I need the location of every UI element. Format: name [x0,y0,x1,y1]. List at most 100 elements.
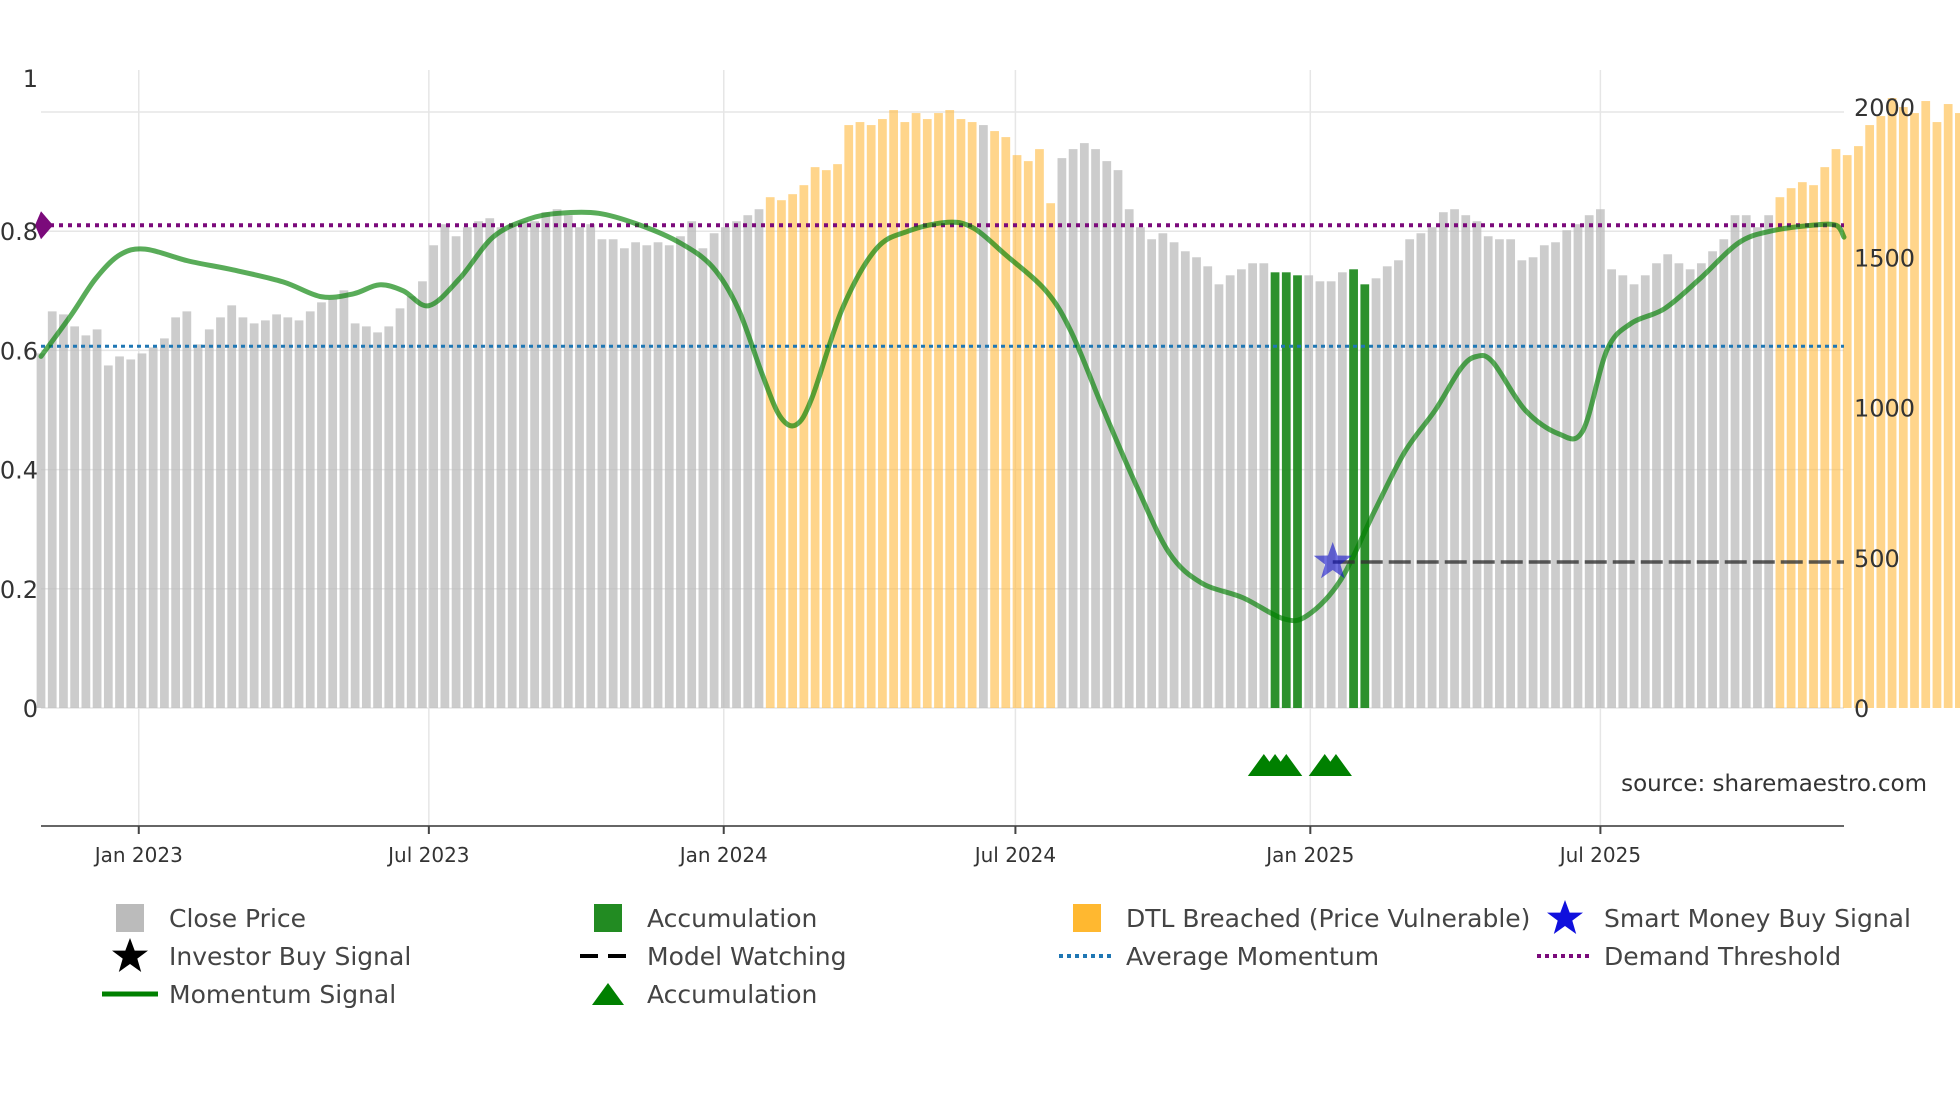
close-price-bar [586,224,596,708]
close-price-bar [317,302,326,708]
close-price-bar [1528,257,1538,708]
chart: Jan 2023 Jul 2023 Jan 2024 Jul 2024 Jan 2025… [0,65,1960,867]
dtl-breached-bar [1865,125,1875,709]
momentum-signal-line [38,209,1847,624]
close-price-bar [1136,227,1145,708]
close-price-bar [418,281,427,708]
right-tick-label: 0 [1854,695,1869,723]
close-price-bar [1147,239,1157,708]
close-price-bar [1696,263,1706,708]
close-price-bar [1438,212,1448,708]
close-price-bar [1517,260,1527,708]
close-price-bar [1495,239,1504,708]
green-square-icon [573,900,643,936]
close-price-bar [305,311,315,708]
close-price-bar [1472,221,1482,708]
close-price-bar [1450,209,1459,708]
close-price-bar [339,290,349,708]
accumulation-bar [1293,275,1302,708]
close-price-bar [283,317,293,708]
close-price-bar [1461,215,1471,708]
dtl-breached-bar [1035,149,1044,709]
dtl-breached-bar [1921,101,1931,709]
legend-average-momentum: Average Momentum [1052,938,1379,974]
close-price-bar [676,236,685,708]
close-price-bar [350,323,360,708]
close-price-bar [1180,251,1190,708]
x-tick-label: Jan 2025 [1264,843,1354,867]
legend-close-price: Close Price [95,900,306,936]
dtl-breached-bar [1876,116,1886,709]
right-tick-label: 1500 [1854,244,1915,272]
right-tick-label: 2000 [1854,94,1915,122]
dtl-breached-bar [1820,167,1830,709]
close-price-bar [160,338,169,708]
close-price-bar [709,233,719,708]
close-price-bar [1764,215,1774,708]
dtl-breached-bar [945,110,955,709]
close-price-bar [462,227,472,708]
x-tick-label: Jul 2025 [1558,843,1641,867]
close-price-bar [474,221,483,708]
close-price-bar [530,221,539,708]
left-tick-label: 0.6 [0,337,38,365]
close-price-bar [743,215,753,708]
close-price-bar [238,317,248,708]
close-price-bar [1719,239,1729,708]
dtl-breached-bar [833,164,842,709]
legend-accumulation-bar: Accumulation [573,900,817,936]
dtl-breached-bar [799,185,809,708]
dtl-breached-bar [1797,182,1807,708]
close-price-bar [1663,254,1673,708]
close-price-bar [664,245,674,708]
dtl-breached-bar [911,113,921,709]
close-price-bar [575,227,584,708]
accumulation-bar [1270,272,1280,708]
close-price-bar [59,314,68,708]
close-price-bar [1584,215,1594,708]
close-price-bar [227,305,237,708]
left-top-label: 1 [23,65,38,93]
legend-investor-buy: Investor Buy Signal [95,938,411,974]
right-tick-label: 500 [1854,545,1900,573]
dtl-breached-bar [1023,161,1033,709]
legend-label: Accumulation [647,903,818,933]
close-price-bar [1079,143,1089,709]
close-price-bar [137,353,147,708]
legend-smart-money: Smart Money Buy Signal [1530,900,1911,936]
dashed-line-icon [573,938,643,974]
close-price-bar [1573,224,1583,708]
dtl-breached-bar [844,125,854,709]
dtl-breached-bar [777,200,786,708]
x-tick-label: Jan 2023 [93,843,183,867]
close-price-bar [440,224,450,708]
dtl-breached-bar [922,119,932,709]
close-price-bar [1416,233,1426,708]
accumulation-triangle [1319,754,1352,776]
dtl-breached-bar [1012,155,1022,709]
dtl-breached-bar [1809,185,1818,708]
close-price-bar [1483,236,1493,708]
close-price-bar [1607,269,1616,708]
close-price-bar [1674,263,1684,708]
legend-label: Close Price [169,903,307,933]
close-price-bar [687,221,697,708]
green-line-icon [95,976,165,1012]
dtl-breached-bar [1842,155,1852,709]
close-price-bar [171,317,180,708]
close-price-bar [1618,275,1628,708]
close-price-bar [1741,215,1751,708]
blue-star-icon [1530,900,1600,936]
source-label: source: sharemaestro.com [1621,771,1927,797]
close-price-bar [1124,209,1134,708]
dtl-breached-bar [855,122,865,709]
close-price-bar [1371,278,1381,708]
close-price-bar [608,239,618,708]
grey-square-icon [95,900,165,936]
close-price-bar [451,236,461,708]
close-price-bar [754,209,764,708]
close-price-bar [70,326,80,708]
close-price-bar [1169,242,1179,708]
close-price-bar [1640,275,1650,708]
legend: Close Price Accumulation DTL Breached (P… [0,900,1960,1050]
